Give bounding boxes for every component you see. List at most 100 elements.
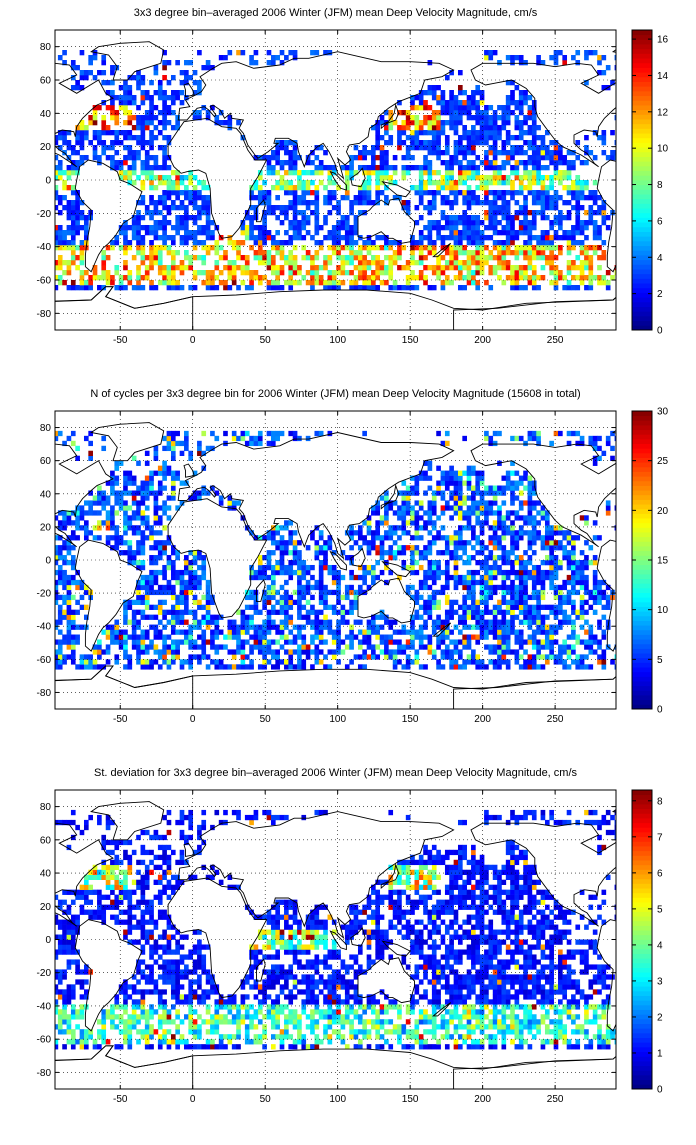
data-cell bbox=[249, 635, 254, 640]
data-cell bbox=[410, 520, 415, 525]
data-cell bbox=[188, 570, 193, 575]
data-cell bbox=[141, 585, 146, 590]
data-cell bbox=[375, 625, 380, 630]
data-cell bbox=[101, 60, 106, 65]
data-cell bbox=[436, 600, 441, 605]
data-cell bbox=[401, 510, 406, 515]
data-cell bbox=[145, 205, 150, 210]
colorbar-swatch bbox=[632, 68, 652, 73]
data-cell bbox=[310, 265, 315, 270]
data-cell bbox=[441, 495, 446, 500]
data-cell bbox=[154, 649, 159, 654]
data-cell bbox=[506, 664, 511, 669]
data-cell bbox=[488, 270, 493, 275]
data-cell bbox=[480, 471, 485, 476]
data-cell bbox=[432, 495, 437, 500]
data-cell bbox=[471, 130, 476, 135]
data-cell bbox=[588, 195, 593, 200]
colorbar-swatch bbox=[632, 213, 652, 218]
data-cell bbox=[423, 120, 428, 125]
data-cell bbox=[62, 560, 67, 565]
data-cell bbox=[593, 245, 598, 250]
data-cell bbox=[297, 570, 302, 575]
colorbar-swatch bbox=[632, 288, 652, 293]
data-cell bbox=[323, 595, 328, 600]
data-cell bbox=[510, 570, 515, 575]
data-cell bbox=[301, 659, 306, 664]
data-cell bbox=[493, 230, 498, 235]
data-cell bbox=[432, 140, 437, 145]
data-cell bbox=[567, 160, 572, 165]
data-cell bbox=[384, 620, 389, 625]
data-cell bbox=[597, 205, 602, 210]
data-cell bbox=[549, 195, 554, 200]
data-cell bbox=[162, 195, 167, 200]
data-cell bbox=[497, 230, 502, 235]
data-cell bbox=[236, 635, 241, 640]
data-cell bbox=[193, 270, 198, 275]
data-cell bbox=[149, 230, 154, 235]
data-cell bbox=[467, 575, 472, 580]
data-cell bbox=[184, 60, 189, 65]
data-cell bbox=[236, 50, 241, 55]
data-cell bbox=[515, 230, 520, 235]
data-cell bbox=[80, 245, 85, 250]
data-cell bbox=[219, 630, 224, 635]
data-cell bbox=[341, 610, 346, 615]
data-cell bbox=[410, 285, 415, 290]
data-cell bbox=[532, 275, 537, 280]
data-cell bbox=[345, 255, 350, 260]
data-cell bbox=[336, 585, 341, 590]
data-cell bbox=[141, 235, 146, 240]
data-cell bbox=[615, 270, 620, 275]
data-cell bbox=[71, 654, 76, 659]
data-cell bbox=[471, 250, 476, 255]
data-cell bbox=[336, 250, 341, 255]
data-cell bbox=[541, 275, 546, 280]
data-cell bbox=[67, 630, 72, 635]
data-cell bbox=[132, 75, 137, 80]
data-cell bbox=[488, 644, 493, 649]
data-cell bbox=[280, 180, 285, 185]
data-cell bbox=[332, 235, 337, 240]
data-cell bbox=[488, 235, 493, 240]
data-cell bbox=[484, 580, 489, 585]
data-cell bbox=[280, 140, 285, 145]
data-cell bbox=[175, 471, 180, 476]
data-cell bbox=[515, 481, 520, 486]
data-cell bbox=[149, 560, 154, 565]
data-cell bbox=[523, 570, 528, 575]
data-cell bbox=[297, 235, 302, 240]
data-cell bbox=[454, 550, 459, 555]
data-cell bbox=[584, 255, 589, 260]
data-cell bbox=[149, 659, 154, 664]
data-cell bbox=[175, 595, 180, 600]
data-cell bbox=[454, 100, 459, 105]
data-cell bbox=[441, 215, 446, 220]
data-cell bbox=[497, 639, 502, 644]
data-cell bbox=[175, 580, 180, 585]
data-cell bbox=[145, 476, 150, 481]
data-cell bbox=[62, 520, 67, 525]
data-cell bbox=[162, 575, 167, 580]
data-cell bbox=[71, 610, 76, 615]
data-cell bbox=[528, 155, 533, 160]
data-cell bbox=[606, 155, 611, 160]
data-cell bbox=[171, 225, 176, 230]
data-cell bbox=[436, 270, 441, 275]
data-cell bbox=[597, 265, 602, 270]
data-cell bbox=[471, 535, 476, 540]
data-cell bbox=[475, 610, 480, 615]
data-cell bbox=[488, 180, 493, 185]
data-cell bbox=[445, 610, 450, 615]
data-cell bbox=[162, 110, 167, 115]
data-cell bbox=[145, 461, 150, 466]
data-cell bbox=[506, 100, 511, 105]
data-cell bbox=[519, 160, 524, 165]
data-cell bbox=[84, 590, 89, 595]
data-cell bbox=[358, 644, 363, 649]
data-cell bbox=[245, 285, 250, 290]
data-cell bbox=[188, 664, 193, 669]
data-cell bbox=[528, 639, 533, 644]
data-cell bbox=[275, 250, 280, 255]
